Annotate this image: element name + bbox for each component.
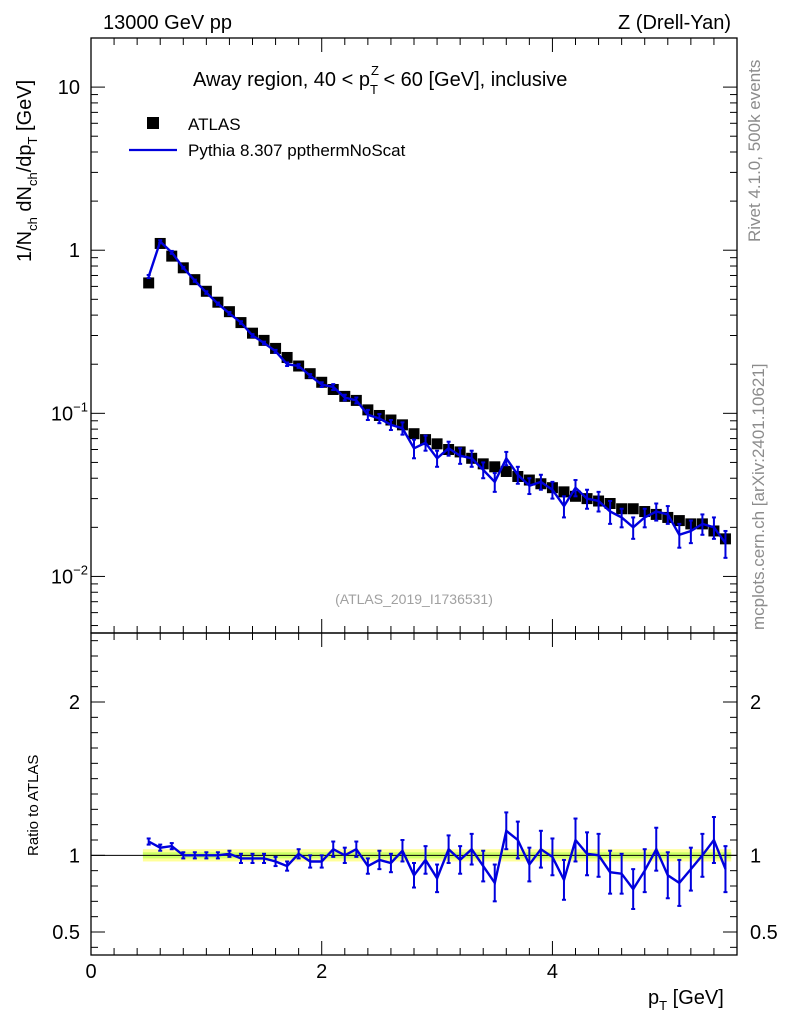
legend-atlas-marker: [147, 117, 159, 129]
main-panel: 10 1 10−1 10−2 Away region, 40 < pZ T < 60 […: [14, 37, 738, 634]
atlas-data-point: [270, 342, 282, 354]
atlas-data-point: [281, 351, 293, 363]
x-tick-label: 0: [85, 961, 96, 983]
ratio-y-tick-label-right: 1: [750, 845, 761, 867]
main-y-axis-label: 1/Nch dNch/dpT [GeV]: [14, 80, 40, 262]
atlas-data-point: [143, 277, 155, 289]
atlas-data-point: [489, 461, 501, 473]
x-axis-label: pT [GeV]: [648, 987, 724, 1013]
ratio-mc-curve: [146, 811, 728, 910]
ratio-axis-ticks: 0.5 0.5 1 1 2 2 0 2 4: [52, 633, 778, 983]
ratio-plot-frame: [90, 632, 738, 956]
legend: ATLAS Pythia 8.307 ppthermNoScat: [129, 115, 406, 160]
legend-mc-label: Pythia 8.307 ppthermNoScat: [188, 141, 406, 160]
energy-label: 13000 GeV pp: [103, 12, 232, 34]
ratio-y-tick-label-right: 2: [750, 692, 761, 714]
atlas-data-point: [431, 438, 443, 450]
y-tick-label: 10: [58, 77, 80, 99]
rivet-version-label: Rivet 4.1.0, 500k events: [745, 60, 764, 242]
atlas-data-point: [627, 503, 639, 515]
ratio-y-tick-label: 2: [69, 692, 80, 714]
y-tick-label: 1: [69, 240, 80, 262]
plot-title: Away region, 40 < pZ T < 60 [GeV], inclus…: [193, 63, 567, 97]
y-tick-label: 10−1: [51, 399, 88, 425]
ratio-mc-line: [148, 828, 727, 892]
atlas-data-point: [408, 428, 420, 440]
mcplots-label: mcplots.cern.ch [arXiv:2401.10621]: [749, 364, 768, 630]
ratio-y-tick-label: 1: [69, 845, 80, 867]
atlas-data-point: [258, 334, 270, 346]
ratio-y-tick-label-right: 0.5: [750, 922, 778, 944]
mc-line: [147, 239, 727, 544]
main-mc-curve: [146, 239, 728, 559]
x-tick-label: 2: [316, 961, 327, 983]
atlas-data-point: [166, 250, 178, 262]
atlas-data-point: [500, 465, 512, 477]
ratio-y-axis-label: Ratio to ATLAS: [25, 755, 42, 856]
main-axis-ticks: 10 1 10−1 10−2: [51, 37, 738, 633]
legend-atlas-label: ATLAS: [188, 115, 241, 134]
process-label: Z (Drell-Yan): [618, 12, 731, 34]
ratio-panel: 0.5 0.5 1 1 2 2 0 2 4 Ratio to ATLAS pT [GeV]: [25, 632, 778, 1013]
atlas-data-point: [558, 486, 570, 498]
y-tick-label: 10−2: [51, 562, 88, 588]
x-tick-label: 4: [547, 961, 558, 983]
main-data-points: [143, 237, 731, 545]
atlas-data-point: [673, 515, 685, 527]
ratio-y-tick-label: 0.5: [52, 922, 80, 944]
analysis-watermark: (ATLAS_2019_I1736531): [335, 591, 493, 607]
